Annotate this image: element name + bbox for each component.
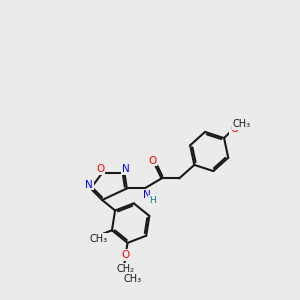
Text: O: O [122, 250, 130, 260]
Text: N: N [143, 190, 151, 200]
Text: CH₃: CH₃ [233, 119, 251, 129]
Text: H: H [149, 196, 156, 205]
Text: N: N [122, 164, 130, 174]
Text: N: N [85, 180, 93, 190]
Text: CH₃: CH₃ [124, 274, 142, 284]
Text: CH₃: CH₃ [90, 234, 108, 244]
Text: CH₂: CH₂ [117, 264, 135, 274]
Text: O: O [148, 156, 156, 166]
Text: O: O [230, 124, 238, 134]
Text: O: O [97, 164, 105, 174]
